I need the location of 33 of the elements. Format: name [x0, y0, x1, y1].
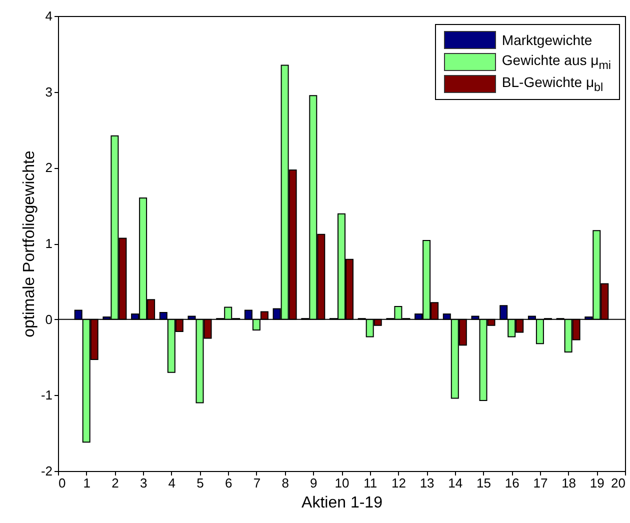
y-tick-label: -2 [40, 464, 52, 478]
x-axis-title: Aktien 1-19 [302, 494, 383, 512]
y-tick-label: 1 [45, 236, 52, 251]
x-tick-label: 20 [611, 476, 626, 490]
y-axis-title: optimale Portfoliogewichte [20, 150, 38, 338]
y-tick-label: -1 [40, 388, 52, 403]
x-tick-label: 12 [391, 476, 406, 490]
x-tick-label: 0 [58, 476, 66, 490]
y-tick-label: 2 [45, 160, 52, 176]
x-tick-label: 13 [420, 476, 434, 490]
x-tick-label: 17 [533, 476, 548, 490]
x-tick-label: 1 [83, 476, 90, 490]
x-tick-label: 6 [224, 476, 232, 490]
legend-label: Gewichte aus μ$_{mi}$ [502, 52, 611, 72]
x-tick-label: 8 [282, 476, 289, 490]
x-tick-label: 16 [504, 476, 520, 490]
x-tick-label: 15 [476, 476, 491, 490]
x-tick-label: 10 [334, 476, 350, 490]
x-tick-label: 3 [140, 476, 148, 490]
x-tick-label: 11 [364, 476, 378, 490]
x-tick-label: 19 [590, 476, 604, 490]
x-tick-label: 4 [168, 476, 176, 490]
x-tick-label: 9 [310, 476, 318, 490]
x-tick-label: 2 [112, 476, 119, 490]
legend-label: BL-Gewichte μ$_{bl}$ [502, 74, 604, 94]
y-tick-label: 3 [45, 84, 52, 100]
y-tick-label: 4 [45, 8, 52, 24]
y-tick-label: 0 [45, 312, 52, 327]
x-tick-label: 5 [196, 476, 204, 490]
legend-label: Marktgewichte [502, 32, 592, 48]
x-tick-label: 18 [562, 476, 576, 490]
x-tick-label: 14 [448, 476, 463, 490]
x-tick-label: 7 [253, 476, 261, 490]
